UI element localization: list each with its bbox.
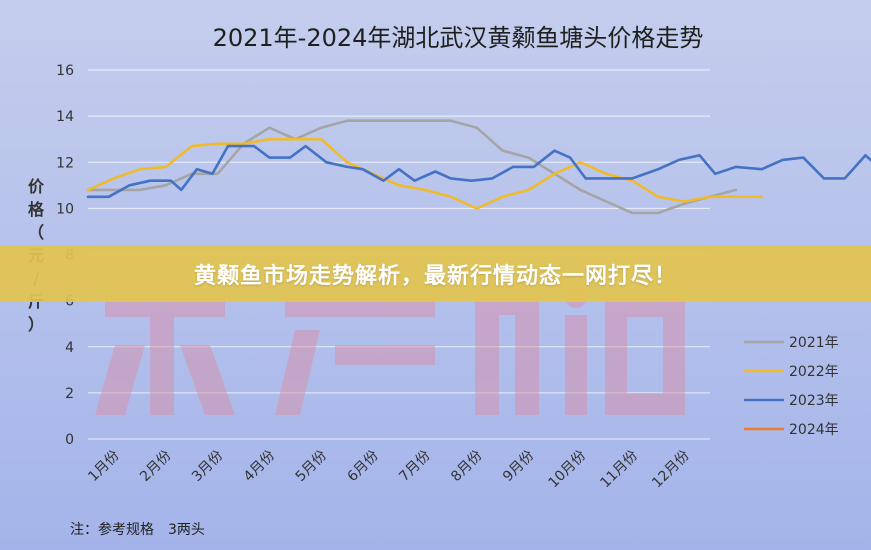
banner-text: 黄颡鱼市场走势解析，最新行情动态一网打尽！: [193, 264, 677, 289]
x-tick-label: 1月份: [85, 448, 122, 485]
x-tick-label: 3月份: [189, 448, 226, 485]
legend-label: 2021年: [789, 335, 839, 351]
legend: 2021年 2022年 2023年 2024年: [744, 335, 839, 438]
x-tick-label: 7月份: [396, 448, 433, 485]
x-tick-label: 5月份: [293, 448, 330, 485]
series-line-2021年: [86, 119, 738, 215]
promo-banner: 黄颡鱼市场走势解析，最新行情动态一网打尽！: [0, 246, 871, 302]
y-label-char: 价: [28, 177, 45, 196]
x-tick-label: 11月份: [597, 448, 641, 492]
x-tick-label: 8月份: [448, 448, 485, 485]
y-tick-label: 14: [56, 109, 74, 125]
y-tick-label: 12: [56, 155, 74, 171]
chart-title: 2021年-2024年湖北武汉黄颡鱼塘头价格走势: [213, 24, 704, 52]
y-label-char: ）: [28, 315, 44, 334]
y-tick-label: 0: [65, 432, 74, 448]
y-tick-label: 10: [56, 201, 74, 217]
y-label-char: 格: [28, 200, 45, 219]
legend-label: 2024年: [789, 422, 839, 438]
y-tick-label: 16: [56, 63, 74, 79]
series-line-2022年: [86, 137, 764, 210]
y-tick-label: 4: [65, 340, 74, 356]
legend-label: 2022年: [789, 364, 839, 380]
chart-note: 注：参考规格 3两头: [70, 521, 205, 538]
x-tick-label: 9月份: [500, 448, 537, 485]
x-tick-label: 4月份: [241, 448, 278, 485]
y-tick-label: 2: [65, 386, 74, 402]
series-lines: [86, 119, 871, 215]
y-label-char: （: [28, 223, 44, 242]
series-line-2023年: [86, 144, 871, 199]
legend-label: 2023年: [789, 393, 839, 409]
x-tick-label: 6月份: [344, 448, 381, 485]
x-tick-label: 12月份: [649, 448, 693, 492]
x-tick-label: 10月份: [546, 448, 590, 492]
x-tick-label: 2月份: [137, 448, 174, 485]
x-axis-ticks: 1月份 2月份 3月份 4月份 5月份 6月份 7月份 8月份 9月份 10月份 11月份 12月份: [85, 448, 693, 492]
